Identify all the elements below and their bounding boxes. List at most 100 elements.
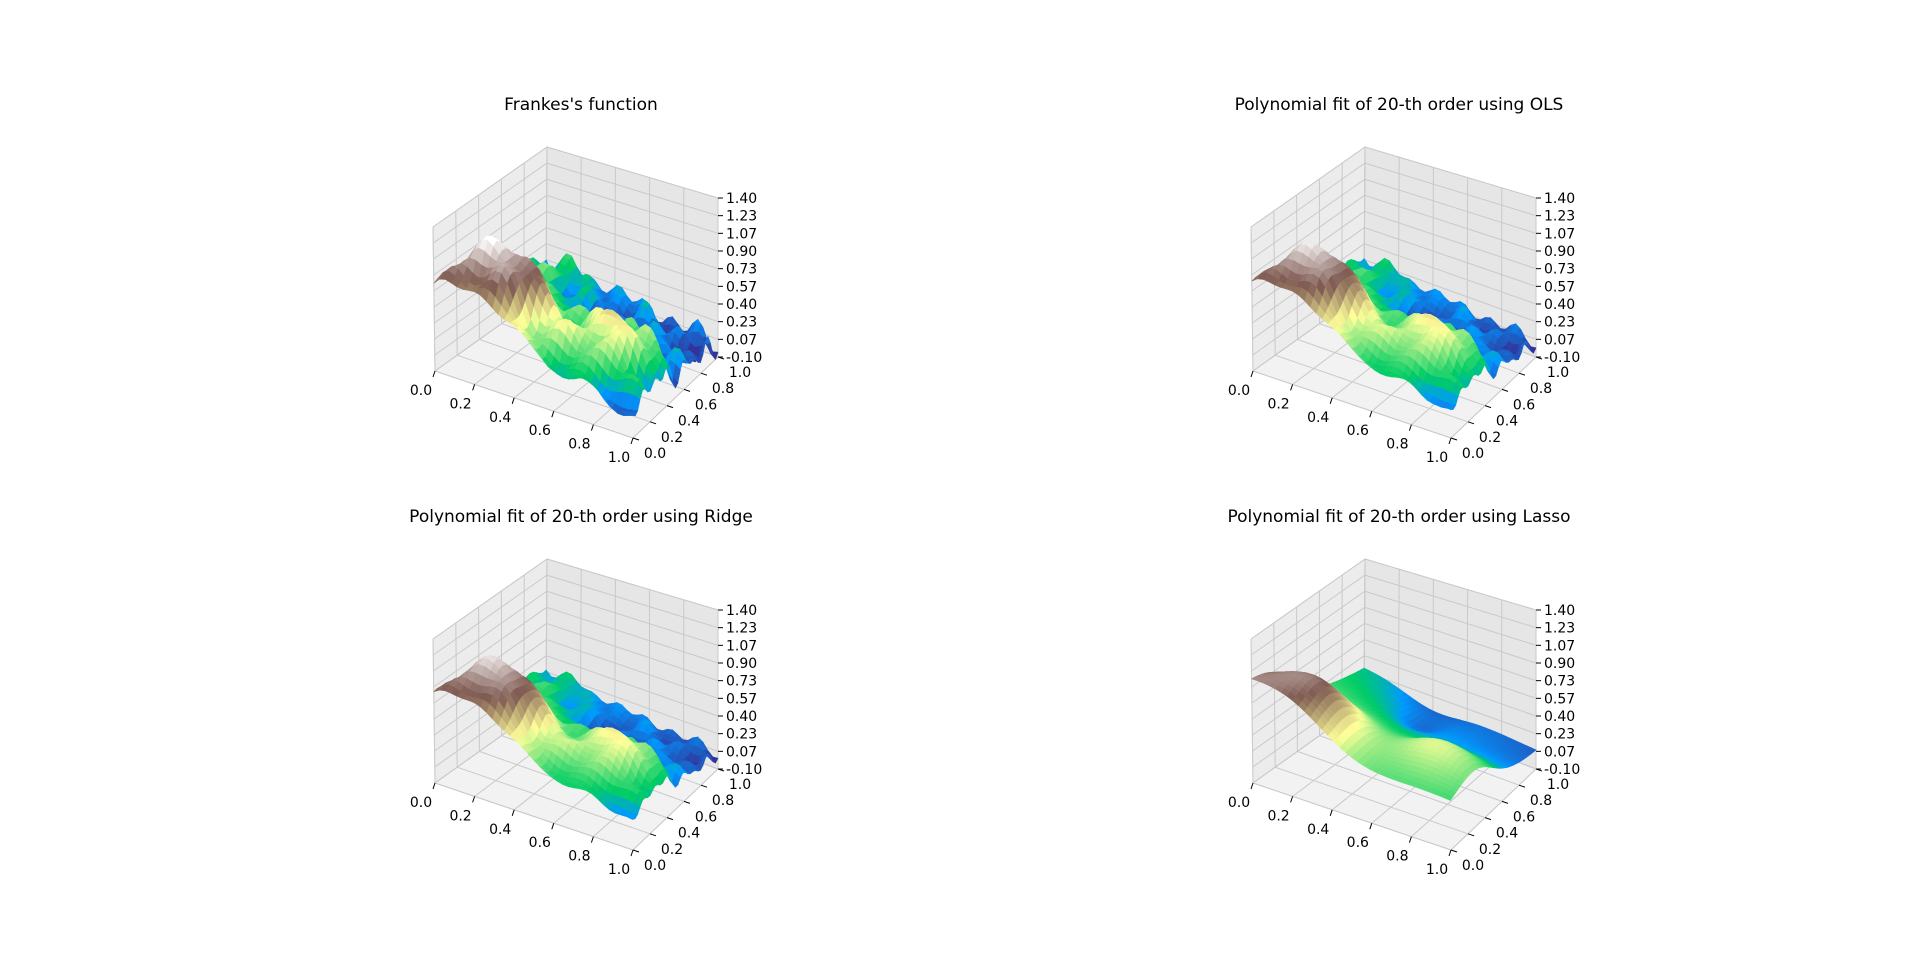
z-tick-label: 0.73: [726, 262, 757, 278]
z-tick-label: 0.40: [1544, 709, 1575, 725]
x-tick-mark: [1290, 384, 1294, 391]
subplot-title: Frankes's function: [504, 95, 658, 115]
y-tick-label: 0.8: [712, 793, 734, 809]
grid-line: [433, 178, 548, 260]
z-tick-label: 0.90: [1544, 244, 1575, 260]
x-tick-label: 0.8: [568, 849, 590, 865]
x-tick-mark: [1290, 796, 1294, 803]
y-tick-label: 0.2: [1479, 842, 1501, 858]
y-tick-mark: [1518, 784, 1526, 788]
z-tick-label: -0.10: [726, 350, 762, 366]
y-tick-mark: [700, 784, 708, 788]
subplot-frankes-function: Frankes's function 0.00.20.40.60.81.0 0.0…: [410, 95, 762, 466]
y-tick-label: 0.6: [695, 809, 717, 825]
grid-line: [1364, 178, 1537, 234]
x-tick-mark: [1369, 411, 1373, 418]
subplot-ols-fit: Polynomial fit of 20-th order using OLS …: [1228, 95, 1580, 466]
grid-line: [1364, 210, 1537, 270]
z-tick-label: 1.40: [726, 191, 757, 207]
y-tick-mark: [683, 388, 691, 392]
z-tick-label: 0.07: [726, 744, 757, 760]
x-tick-label: 0.6: [1347, 423, 1369, 439]
x-tick-label: 0.6: [1347, 835, 1369, 851]
z-tick-label: 0.23: [726, 315, 757, 331]
y-tick-mark: [649, 833, 657, 837]
subplot-ridge-fit: Polynomial fit of 20-th order using Ridg…: [409, 507, 762, 878]
y-tick-label: 0.2: [661, 430, 683, 446]
x-tick-mark: [630, 437, 634, 445]
y-tick-mark: [666, 405, 674, 409]
y-tick-mark: [632, 437, 640, 441]
x-tick-mark: [1250, 782, 1254, 790]
grid-line: [546, 178, 719, 234]
grid-line: [1364, 243, 1537, 305]
grid-line: [1450, 356, 1537, 439]
x-tick-mark: [1329, 397, 1333, 404]
x-tick-mark: [472, 384, 476, 391]
z-tick-label: 0.40: [726, 297, 757, 313]
grid-line: [546, 162, 719, 217]
grid-line: [546, 210, 719, 270]
y-tick-label: 0.0: [644, 446, 666, 462]
grid-line: [432, 162, 548, 244]
z-tick-label: 0.90: [726, 244, 757, 260]
surface-patch: [433, 272, 444, 284]
subplot-title: Polynomial fit of 20-th order using Ridg…: [409, 507, 753, 527]
y-tick-mark: [700, 372, 708, 376]
y-tick-mark: [1467, 833, 1475, 837]
grid-line: [1432, 579, 1434, 731]
x-tick-label: 0.6: [529, 423, 551, 439]
x-tick-label: 0.2: [449, 396, 471, 412]
subplot-lasso-fit: Polynomial fit of 20-th order using Lass…: [1227, 507, 1580, 878]
y-tick-label: 0.4: [1496, 414, 1518, 430]
x-tick-label: 1.0: [1426, 862, 1448, 878]
x-tick-mark: [1408, 836, 1412, 843]
grid-line: [1250, 226, 1254, 372]
y-tick-mark: [1501, 388, 1509, 392]
z-tick-label: 1.07: [726, 226, 757, 242]
z-tick-label: 0.57: [726, 279, 757, 295]
y-tick-label: 0.0: [644, 858, 666, 874]
z-tick-label: -0.10: [1544, 350, 1580, 366]
x-tick-label: 0.0: [1228, 383, 1250, 399]
x-tick-mark: [1408, 424, 1412, 431]
y-tick-mark: [1501, 800, 1509, 804]
grid-line: [546, 146, 719, 199]
x-tick-label: 0.8: [1386, 437, 1408, 453]
y-tick-mark: [666, 817, 674, 821]
x-tick-label: 0.0: [1228, 795, 1250, 811]
y-tick-mark: [649, 421, 657, 425]
x-tick-mark: [1329, 809, 1333, 816]
y-tick-label: 1.0: [1547, 777, 1569, 793]
z-tick-label: 0.07: [726, 332, 757, 348]
surface: [433, 235, 719, 417]
y-tick-mark: [1450, 849, 1458, 853]
x-tick-mark: [630, 849, 634, 857]
z-tick-label: 0.07: [1544, 332, 1575, 348]
y-tick-label: 0.4: [1496, 826, 1518, 842]
z-tick-label: 1.23: [1544, 209, 1575, 225]
x-tick-label: 0.2: [1267, 396, 1289, 412]
grid-line: [434, 370, 634, 439]
grid-line: [546, 194, 719, 252]
y-tick-label: 0.8: [712, 381, 734, 397]
y-tick-label: 1.0: [729, 777, 751, 793]
y-tick-mark: [683, 800, 691, 804]
z-tick-label: -0.10: [726, 762, 762, 778]
y-tick-label: 0.0: [1462, 858, 1484, 874]
subplot-title: Polynomial fit of 20-th order using OLS: [1235, 95, 1564, 115]
tick-labels: 0.00.20.40.60.81.0 0.00.20.40.60.81.0-0.1…: [410, 191, 762, 466]
x-tick-label: 0.4: [489, 410, 511, 426]
grid-line: [1364, 194, 1537, 252]
y-tick-label: 0.6: [695, 397, 717, 413]
x-tick-label: 0.8: [568, 437, 590, 453]
z-tick-label: 1.23: [726, 209, 757, 225]
x-tick-label: 1.0: [608, 862, 630, 878]
x-tick-label: 0.4: [1307, 410, 1329, 426]
z-tick-label: 1.23: [726, 621, 757, 637]
grid-line: [1364, 146, 1537, 199]
subplot-title: Polynomial fit of 20-th order using Lass…: [1227, 507, 1570, 527]
surface: [1251, 240, 1537, 411]
y-tick-label: 0.2: [1479, 430, 1501, 446]
